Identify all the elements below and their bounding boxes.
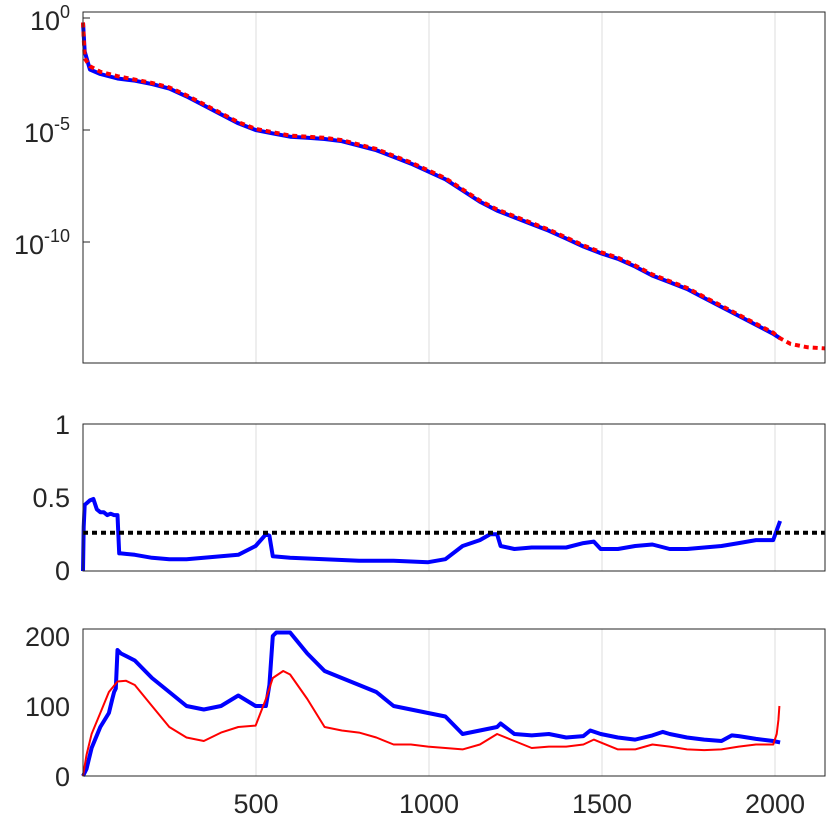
x-tick-label: 1000 xyxy=(399,789,459,819)
y-tick-label: 0 xyxy=(55,556,70,586)
y-axis-ticks: 100 10-5 10-10 xyxy=(14,2,90,260)
axis-box xyxy=(82,628,826,777)
y-tick-label: 200 xyxy=(25,622,70,652)
y-tick-label: 100 xyxy=(25,692,70,722)
series-line-1 xyxy=(81,22,782,340)
y-tick-label: 0.5 xyxy=(32,483,70,513)
panel-bottom: 0 100 200 500 1000 1500 2000 xyxy=(25,622,826,819)
x-tick-label: 1500 xyxy=(572,789,632,819)
panel-top: 100 10-5 10-10 xyxy=(14,2,826,364)
x-tick-label: 500 xyxy=(233,789,278,819)
series-line-1 xyxy=(81,497,782,572)
series-line-2 xyxy=(81,22,826,351)
series-group xyxy=(81,22,826,351)
x-axis-ticks: 500 1000 1500 2000 xyxy=(233,789,805,819)
y-axis-ticks: 0 100 200 xyxy=(25,622,70,792)
series-group xyxy=(81,497,825,572)
axis-box xyxy=(82,11,826,364)
x-tick-label: 2000 xyxy=(745,789,805,819)
series-group xyxy=(81,630,781,777)
series-line-2 xyxy=(82,670,781,777)
panel-middle: 0 0.5 1 xyxy=(32,410,826,586)
y-tick-label: 1 xyxy=(55,410,70,440)
y-tick-label: 0 xyxy=(55,762,70,792)
axis-box xyxy=(82,423,826,572)
y-tick-label: 10-10 xyxy=(14,226,70,260)
y-tick-label: 10-5 xyxy=(24,114,70,148)
y-tick-label: 100 xyxy=(30,2,70,36)
series-line-1 xyxy=(81,630,781,777)
y-axis-ticks: 0 0.5 1 xyxy=(32,410,70,586)
